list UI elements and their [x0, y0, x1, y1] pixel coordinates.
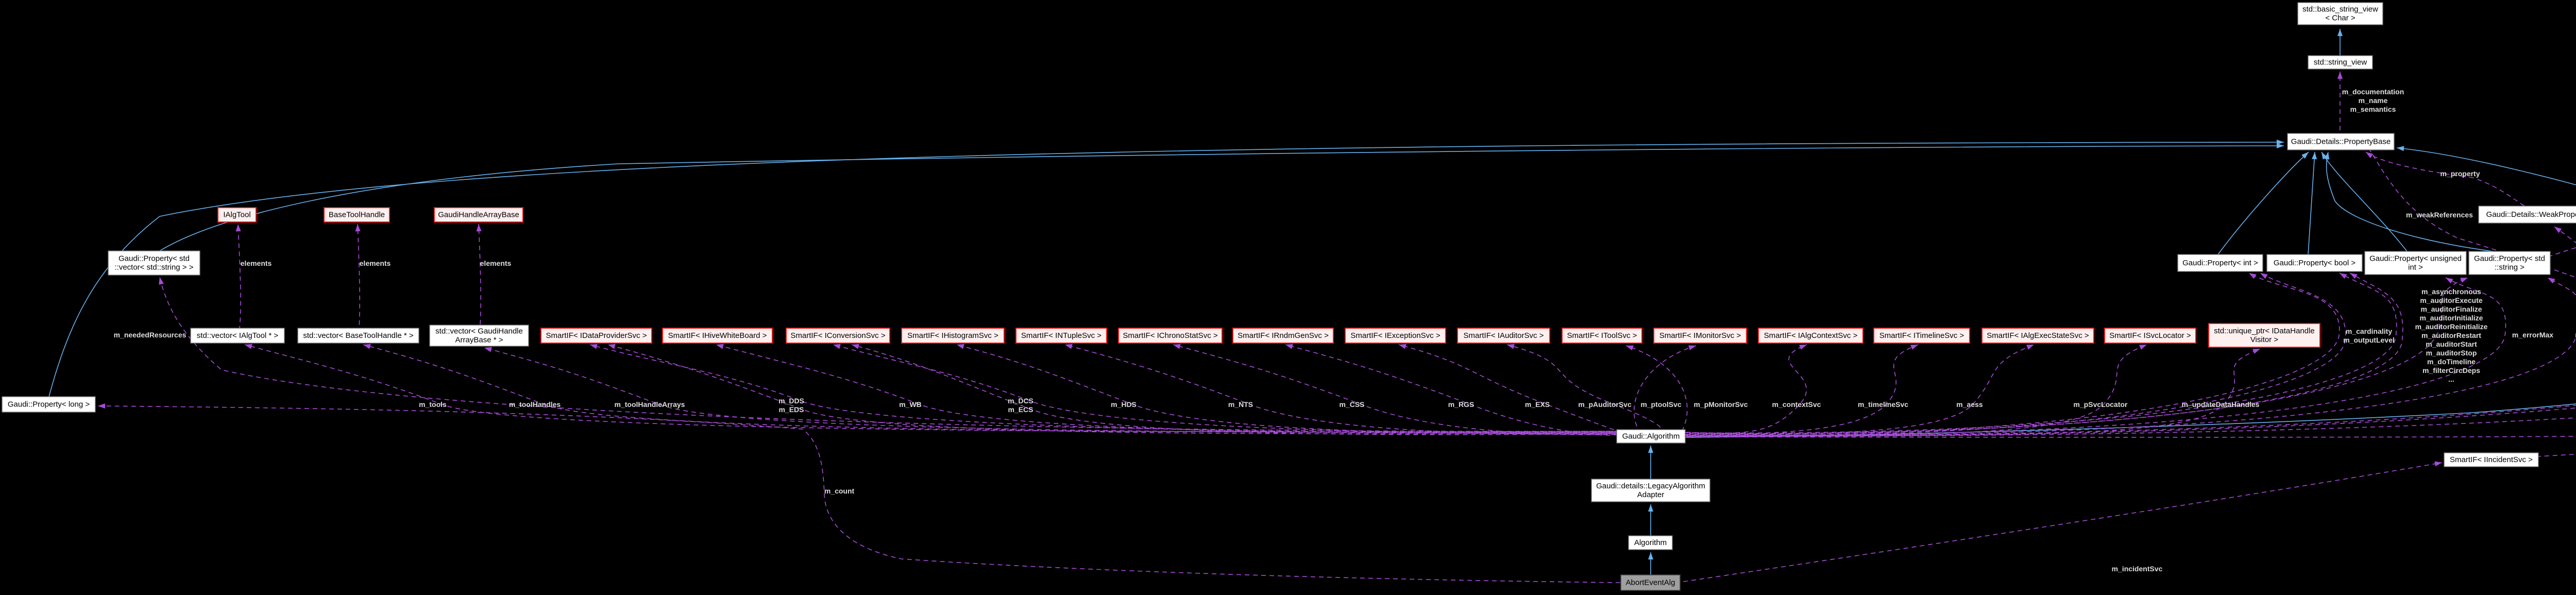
svg-text:ArrayBase * >: ArrayBase * >	[455, 336, 503, 345]
svg-text:SmartIF< ITimelineSvc >: SmartIF< ITimelineSvc >	[1879, 331, 1964, 340]
svg-text:Gaudi::Property< std: Gaudi::Property< std	[2474, 254, 2545, 263]
svg-text:SmartIF< IAlgExecStateSvc >: SmartIF< IAlgExecStateSvc >	[1987, 331, 2089, 340]
svg-text:...: ...	[2448, 375, 2454, 383]
svg-text:SmartIF< IIncidentSvc >: SmartIF< IIncidentSvc >	[2450, 455, 2533, 464]
svg-text:m_auditorReinitialize: m_auditorReinitialize	[2415, 322, 2488, 331]
svg-text:m_monitorSvcName: m_monitorSvcName	[2575, 331, 2576, 339]
svg-text:m_neededResources: m_neededResources	[114, 331, 187, 339]
svg-text:SmartIF< IChronoStatSvc >: SmartIF< IChronoStatSvc >	[1123, 331, 1217, 340]
svg-text:std::vector< IAlgTool * >: std::vector< IAlgTool * >	[197, 331, 279, 340]
svg-text:SmartIF< IToolSvc >: SmartIF< IToolSvc >	[1567, 331, 1637, 340]
svg-text:m_contextSvc: m_contextSvc	[1772, 400, 1821, 409]
svg-text:m_tools: m_tools	[419, 400, 447, 409]
svg-text:m_filterCircDeps: m_filterCircDeps	[2422, 366, 2480, 375]
svg-text:m_auditorStart: m_auditorStart	[2426, 340, 2477, 348]
svg-text:m_auditorRestart: m_auditorRestart	[2421, 331, 2481, 339]
svg-text:std::vector< BaseToolHandle *: std::vector< BaseToolHandle * >	[303, 331, 414, 340]
svg-text:std::vector< GaudiHandle: std::vector< GaudiHandle	[435, 327, 523, 336]
svg-text:SmartIF< IMonitorSvc >: SmartIF< IMonitorSvc >	[1659, 331, 1741, 340]
svg-text:SmartIF< IDataProviderSvc >: SmartIF< IDataProviderSvc >	[546, 331, 647, 340]
svg-text:m_count: m_count	[824, 487, 855, 495]
svg-text:SmartIF< INTupleSvc >: SmartIF< INTupleSvc >	[1021, 331, 1101, 340]
svg-text:m_incidentSvc: m_incidentSvc	[2112, 565, 2163, 573]
svg-text:std::string_view: std::string_view	[2314, 58, 2367, 67]
svg-text:Gaudi::Property< bool >: Gaudi::Property< bool >	[2274, 259, 2356, 267]
svg-text:m_ECS: m_ECS	[1008, 405, 1033, 414]
svg-text:m_EDS: m_EDS	[778, 405, 804, 414]
svg-text:m_auditorExecute: m_auditorExecute	[2420, 296, 2483, 304]
svg-text:m_DDS: m_DDS	[778, 397, 804, 405]
svg-text:SmartIF< IConversionSvc >: SmartIF< IConversionSvc >	[790, 331, 885, 340]
svg-text:SmartIF< IRndmGenSvc >: SmartIF< IRndmGenSvc >	[1238, 331, 1329, 340]
svg-text:m_pAuditorSvc: m_pAuditorSvc	[1578, 400, 1632, 409]
svg-text:< Char >: < Char >	[2325, 14, 2355, 23]
svg-text:SmartIF< IExceptionSvc >: SmartIF< IExceptionSvc >	[1350, 331, 1440, 340]
svg-text:m_auditorStop: m_auditorStop	[2426, 349, 2477, 357]
svg-text:SmartIF< IHistogramSvc >: SmartIF< IHistogramSvc >	[907, 331, 998, 340]
svg-text:::string >: ::string >	[2495, 263, 2524, 272]
svg-text:Gaudi::Details::PropertyBase: Gaudi::Details::PropertyBase	[2291, 138, 2391, 146]
svg-text:m_asynchronous: m_asynchronous	[2421, 287, 2481, 296]
svg-text:m_documentation: m_documentation	[2342, 88, 2404, 96]
svg-text:m_NTS: m_NTS	[1228, 400, 1253, 409]
svg-text:m_EXS: m_EXS	[1525, 400, 1550, 409]
svg-text:SmartIF< IAlgContextSvc >: SmartIF< IAlgContextSvc >	[1764, 331, 1858, 340]
svg-text:AbortEventAlg: AbortEventAlg	[1626, 579, 1675, 587]
svg-text:Adapter: Adapter	[1637, 490, 1665, 499]
svg-text:m_RGS: m_RGS	[1448, 400, 1475, 409]
svg-text:m_semantics: m_semantics	[2350, 105, 2396, 113]
svg-text:m_pSvcLocator: m_pSvcLocator	[2073, 400, 2128, 409]
svg-text:m_doTimeline: m_doTimeline	[2427, 358, 2476, 366]
svg-text:Gaudi::Property< long >: Gaudi::Property< long >	[8, 400, 90, 409]
svg-text:m_pMonitorSvc: m_pMonitorSvc	[1693, 400, 1748, 409]
svg-text:m_property: m_property	[2440, 169, 2480, 178]
svg-text:m_CSS: m_CSS	[1339, 400, 1364, 409]
svg-text:BaseToolHandle: BaseToolHandle	[329, 211, 385, 219]
svg-text:m_toolHandleArrays: m_toolHandleArrays	[615, 400, 685, 409]
svg-text:m_weakReferences: m_weakReferences	[2406, 211, 2473, 219]
svg-text:std::basic_string_view: std::basic_string_view	[2302, 5, 2378, 14]
svg-text:m_toolHandles: m_toolHandles	[509, 400, 561, 409]
svg-text:Gaudi::details::LegacyAlgorith: Gaudi::details::LegacyAlgorithm	[1596, 482, 1705, 490]
svg-text:m_timelineSvc: m_timelineSvc	[1858, 400, 1908, 409]
svg-text:::vector< std::string > >: ::vector< std::string > >	[115, 263, 194, 272]
svg-text:Gaudi::Property< int >: Gaudi::Property< int >	[2182, 259, 2258, 267]
svg-text:m_WB: m_WB	[899, 400, 922, 409]
svg-text:Visitor >: Visitor >	[2250, 335, 2279, 344]
svg-text:elements: elements	[241, 259, 272, 267]
svg-text:m_name: m_name	[2359, 96, 2388, 105]
svg-text:SmartIF< ISvcLocator >: SmartIF< ISvcLocator >	[2109, 331, 2191, 340]
svg-text:SmartIF< IHiveWhiteBoard >: SmartIF< IHiveWhiteBoard >	[668, 331, 767, 340]
svg-text:m_errorMax: m_errorMax	[2512, 331, 2553, 339]
svg-text:GaudiHandleArrayBase: GaudiHandleArrayBase	[438, 211, 519, 219]
svg-text:Gaudi::Details::WeakPropertyRe: Gaudi::Details::WeakPropertyRef	[2486, 210, 2576, 219]
svg-text:m_aess: m_aess	[1956, 400, 1983, 409]
svg-text:m_ptoolSvc: m_ptoolSvc	[1640, 400, 1682, 409]
svg-text:Gaudi::Property< std: Gaudi::Property< std	[118, 254, 190, 263]
svg-text:elements: elements	[480, 259, 512, 267]
svg-text:std::unique_ptr< IDataHandle: std::unique_ptr< IDataHandle	[2214, 327, 2315, 335]
svg-text:m_outputLevel: m_outputLevel	[2343, 336, 2395, 344]
svg-text:SmartIF< IAuditorSvc >: SmartIF< IAuditorSvc >	[1464, 331, 1544, 340]
svg-text:Gaudi::Property< unsigned: Gaudi::Property< unsigned	[2369, 254, 2462, 263]
svg-text:Algorithm: Algorithm	[1634, 538, 1667, 547]
svg-text:IAlgTool: IAlgTool	[223, 211, 250, 219]
svg-text:m_updateDataHandles: m_updateDataHandles	[2182, 400, 2260, 409]
svg-text:Gaudi::Algorithm: Gaudi::Algorithm	[1622, 432, 1680, 441]
svg-text:m_HDS: m_HDS	[1111, 400, 1137, 409]
svg-text:m_cardinality: m_cardinality	[2346, 327, 2392, 335]
svg-text:m_auditorFinalize: m_auditorFinalize	[2420, 305, 2482, 313]
svg-text:elements: elements	[360, 259, 391, 267]
svg-text:m_DCS: m_DCS	[1008, 397, 1033, 405]
svg-text:m_auditorInitialize: m_auditorInitialize	[2420, 314, 2483, 322]
svg-text:int >: int >	[2408, 263, 2423, 272]
